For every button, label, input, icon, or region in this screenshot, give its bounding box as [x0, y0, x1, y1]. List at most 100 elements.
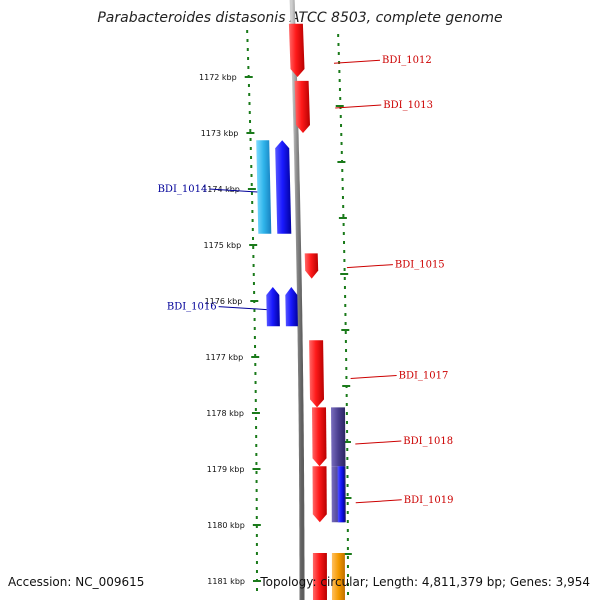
rail-dot: [346, 439, 349, 442]
rail-dot: [346, 475, 349, 478]
rail-dot: [344, 340, 347, 343]
tick-mark: [340, 273, 349, 275]
tick-label: 1180 kbp: [207, 521, 245, 530]
rail-dot: [346, 538, 349, 541]
gene-arrow-BDI_1015[interactable]: [304, 253, 319, 279]
tick-mark: [251, 356, 260, 358]
rail-dot: [344, 331, 347, 334]
rail-dot: [255, 444, 258, 447]
rail-dot: [250, 156, 253, 159]
rail-dot: [342, 205, 345, 208]
tick-mark: [244, 76, 253, 78]
gene-arrow-BDI_1019c[interactable]: [337, 466, 345, 523]
rail-dot: [254, 372, 257, 375]
gene-arrow-1020b[interactable]: [331, 553, 345, 600]
gene-arrow-BDI_1014a[interactable]: [256, 140, 272, 234]
rail-dot: [255, 552, 258, 555]
tick-label: 1181 kbp: [207, 577, 245, 586]
rail-dot: [341, 187, 344, 190]
topology-text: Topology: circular; Length: 4,811,379 bp…: [260, 575, 590, 589]
leader-line: [346, 264, 393, 269]
rail-dot: [250, 165, 253, 168]
rail-dot: [346, 448, 349, 451]
rail-dot: [251, 228, 254, 231]
rail-dot: [340, 133, 343, 136]
gene-arrow-BDI_1018[interactable]: [312, 407, 327, 467]
rail-dot: [344, 322, 347, 325]
accession-text: Accession: NC_009615: [8, 575, 145, 589]
rail-dot: [254, 363, 257, 366]
rail-dot: [255, 570, 258, 573]
gene-arrow-BDI_1018b[interactable]: [331, 407, 346, 467]
gene-label-BDI_1014[interactable]: BDI_1014: [158, 184, 208, 195]
rail-dot: [346, 529, 349, 532]
gene-label-BDI_1019[interactable]: BDI_1019: [404, 495, 454, 506]
gene-label-BDI_1015[interactable]: BDI_1015: [395, 260, 445, 271]
gene-arrow-BDI_1019[interactable]: [312, 466, 327, 523]
rail-dot: [246, 30, 249, 33]
rail-dot: [255, 435, 258, 438]
rail-dot: [337, 43, 340, 46]
rail-dot: [253, 318, 256, 321]
gene-arrow-BDI_1016a[interactable]: [266, 287, 280, 327]
rail-dot: [249, 120, 252, 123]
gene-label-BDI_1016[interactable]: BDI_1016: [167, 302, 217, 313]
rail-dot: [346, 502, 349, 505]
gene-label-BDI_1012[interactable]: BDI_1012: [382, 55, 432, 66]
rail-dot: [345, 394, 348, 397]
rail-dot: [345, 349, 348, 352]
leader-line: [209, 188, 258, 193]
gene-arrow-BDI_1012[interactable]: [288, 23, 305, 77]
rail-dot: [346, 493, 349, 496]
rail-dot: [247, 84, 250, 87]
gene-label-BDI_1013[interactable]: BDI_1013: [383, 100, 433, 111]
tick-label: 1175 kbp: [203, 241, 241, 250]
rail-dot: [255, 516, 258, 519]
gene-arrow-1020[interactable]: [312, 553, 327, 600]
rail-dot: [346, 583, 349, 586]
rail-dot: [255, 480, 258, 483]
gene-arrow-BDI_1013[interactable]: [294, 80, 310, 133]
rail-dot: [340, 142, 343, 145]
rail-dot: [343, 259, 346, 262]
tick-mark: [343, 553, 352, 555]
rail-dot: [254, 399, 257, 402]
rail-dot: [254, 417, 257, 420]
gene-arrow-BDI_1016[interactable]: [285, 287, 298, 327]
rail-dot: [346, 565, 349, 568]
rail-dot: [253, 309, 256, 312]
tick-mark: [249, 244, 258, 246]
tick-label: 1173 kbp: [201, 129, 239, 138]
rail-dot: [251, 201, 254, 204]
gene-features: [256, 23, 346, 600]
rail-dot: [345, 358, 348, 361]
gene-label-BDI_1018[interactable]: BDI_1018: [403, 436, 453, 447]
leader-line: [350, 374, 397, 379]
leader-line: [355, 440, 402, 445]
rail-dot: [249, 138, 252, 141]
gene-label-BDI_1017[interactable]: BDI_1017: [399, 370, 449, 381]
gene-arrow-BDI_1017[interactable]: [309, 340, 324, 408]
rail-dot: [340, 151, 343, 154]
rail-dot: [255, 507, 258, 510]
tick-mark: [247, 188, 256, 190]
rail-dot: [255, 525, 258, 528]
tick-mark: [335, 105, 344, 107]
rail-dot: [337, 34, 340, 37]
tick-label: 1176 kbp: [205, 297, 243, 306]
rail-dot: [345, 376, 348, 379]
tick-mark: [338, 217, 347, 219]
rail-dot: [253, 327, 256, 330]
rail-dot: [346, 430, 349, 433]
rail-dot: [341, 169, 344, 172]
rail-dot: [255, 489, 258, 492]
rail-dot: [251, 210, 254, 213]
rail-dot: [252, 264, 255, 267]
rail-dot: [255, 498, 258, 501]
rail-dot: [249, 129, 252, 132]
gene-arrow-BDI_1014[interactable]: [275, 140, 292, 234]
tick-label: 1178 kbp: [206, 409, 244, 418]
tick-mark: [342, 441, 351, 443]
rail-dot: [248, 111, 251, 114]
